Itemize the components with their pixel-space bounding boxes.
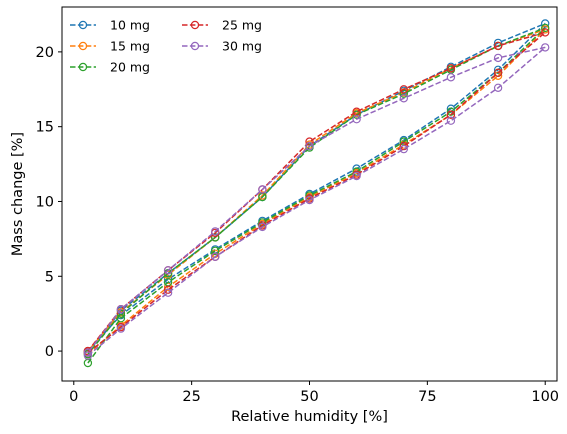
data-point xyxy=(305,141,314,151)
legend-swatch-marker xyxy=(78,41,88,51)
series-line xyxy=(87,31,546,354)
y-axis-label: Mass change [%] xyxy=(10,132,26,256)
data-point xyxy=(116,324,126,333)
data-point xyxy=(541,28,550,37)
data-point xyxy=(83,351,93,360)
legend-swatch-marker xyxy=(190,41,200,51)
data-point xyxy=(541,43,550,52)
data-point xyxy=(210,246,220,255)
data-point xyxy=(399,144,408,154)
x-axis-ticks: 0 25 50 75 100 xyxy=(69,381,559,405)
data-point xyxy=(210,227,220,236)
series-layer xyxy=(83,19,550,368)
data-point xyxy=(352,171,361,181)
data-point xyxy=(83,348,93,357)
data-point xyxy=(163,266,173,275)
data-point xyxy=(258,185,267,194)
data-point xyxy=(305,195,314,205)
legend-item: 20 mg xyxy=(70,60,150,75)
x-tick-label: 25 xyxy=(182,389,200,405)
y-tick-label: 10 xyxy=(36,194,54,210)
y-tick-label: 15 xyxy=(36,120,54,136)
x-tick-label: 100 xyxy=(531,389,559,405)
data-point xyxy=(305,137,314,146)
data-point xyxy=(446,110,456,119)
data-point xyxy=(352,114,361,124)
series-line xyxy=(87,46,546,357)
legend-label: 20 mg xyxy=(110,60,150,75)
data-point xyxy=(258,222,267,232)
series-line xyxy=(87,27,546,364)
data-point xyxy=(163,288,173,297)
x-axis-label: Relative humidity [%] xyxy=(231,409,388,425)
legend-swatch-marker xyxy=(190,20,200,30)
data-point xyxy=(493,83,503,93)
data-point xyxy=(116,305,126,314)
data-point xyxy=(446,73,456,82)
legend: 10 mg 15 mg 20 mg 25 mg 30 mg xyxy=(70,18,262,75)
y-axis-ticks: 0 5 10 15 20 xyxy=(36,45,62,360)
data-point xyxy=(541,19,550,28)
y-tick-label: 20 xyxy=(36,45,54,61)
data-point xyxy=(493,53,503,63)
data-point xyxy=(210,252,220,261)
y-tick-label: 5 xyxy=(45,269,54,285)
x-tick-label: 0 xyxy=(69,389,78,405)
legend-label: 10 mg xyxy=(110,18,150,33)
legend-item: 10 mg xyxy=(70,18,150,33)
series-line xyxy=(87,22,546,354)
y-tick-label: 0 xyxy=(45,344,54,360)
series-30-mg xyxy=(83,43,550,360)
data-point xyxy=(493,41,503,51)
series-10-mg xyxy=(83,19,550,357)
data-point xyxy=(446,116,456,125)
legend-label: 30 mg xyxy=(222,39,262,54)
data-point xyxy=(493,68,503,78)
legend-label: 25 mg xyxy=(222,18,262,33)
legend-item: 15 mg xyxy=(70,39,150,54)
data-point xyxy=(541,23,550,33)
legend-item: 25 mg xyxy=(182,18,262,33)
legend-label: 15 mg xyxy=(110,39,150,54)
data-point xyxy=(399,85,408,94)
x-tick-label: 75 xyxy=(418,389,436,405)
legend-swatch-marker xyxy=(78,62,88,72)
data-point xyxy=(446,64,456,73)
legend-swatch-marker xyxy=(78,20,88,30)
x-tick-label: 50 xyxy=(300,389,318,405)
data-point xyxy=(399,94,408,103)
data-point xyxy=(399,89,408,99)
data-point xyxy=(116,314,126,323)
legend-item: 30 mg xyxy=(182,39,262,54)
